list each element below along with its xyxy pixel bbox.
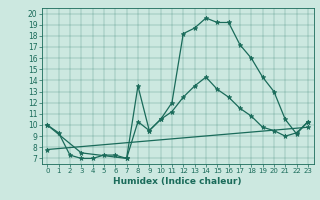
X-axis label: Humidex (Indice chaleur): Humidex (Indice chaleur) bbox=[113, 177, 242, 186]
